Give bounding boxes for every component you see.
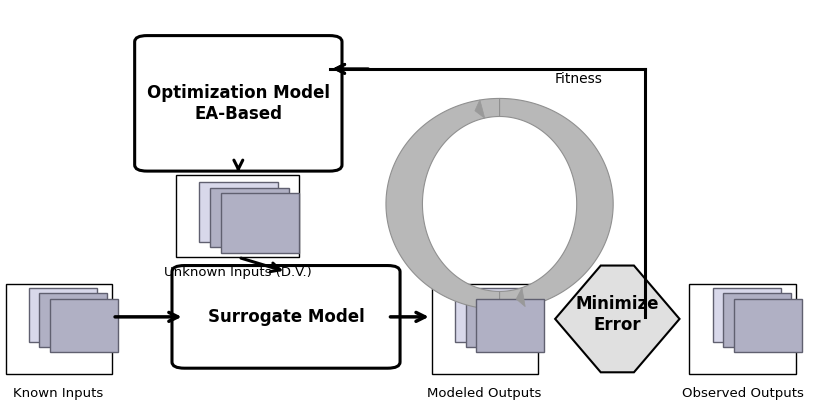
Bar — [455, 288, 522, 342]
Bar — [39, 293, 107, 347]
Bar — [6, 284, 112, 375]
Text: Fitness: Fitness — [554, 72, 602, 86]
Bar — [28, 288, 97, 342]
Text: Minimize
Error: Minimize Error — [576, 295, 659, 334]
FancyBboxPatch shape — [172, 266, 400, 368]
Bar — [713, 288, 780, 342]
Bar — [220, 193, 300, 253]
Polygon shape — [386, 98, 499, 309]
Text: Observed Outputs: Observed Outputs — [681, 387, 804, 400]
Bar — [432, 284, 537, 375]
Text: Surrogate Model: Surrogate Model — [208, 308, 364, 326]
Polygon shape — [516, 288, 525, 307]
Bar — [477, 299, 544, 352]
Bar — [724, 293, 791, 347]
Bar — [689, 284, 796, 375]
Bar — [176, 175, 299, 258]
Text: Modeled Outputs: Modeled Outputs — [428, 387, 542, 400]
Bar — [735, 299, 802, 352]
Text: Unknown Inputs (D.V.): Unknown Inputs (D.V.) — [165, 266, 312, 279]
Polygon shape — [499, 98, 613, 309]
Text: Optimization Model
EA-Based: Optimization Model EA-Based — [146, 84, 329, 123]
Bar — [199, 183, 278, 242]
Bar — [210, 188, 289, 247]
Polygon shape — [475, 100, 485, 118]
Text: Known Inputs: Known Inputs — [13, 387, 103, 400]
FancyBboxPatch shape — [135, 35, 342, 171]
Bar — [466, 293, 533, 347]
Polygon shape — [555, 266, 680, 372]
Bar — [50, 299, 118, 352]
